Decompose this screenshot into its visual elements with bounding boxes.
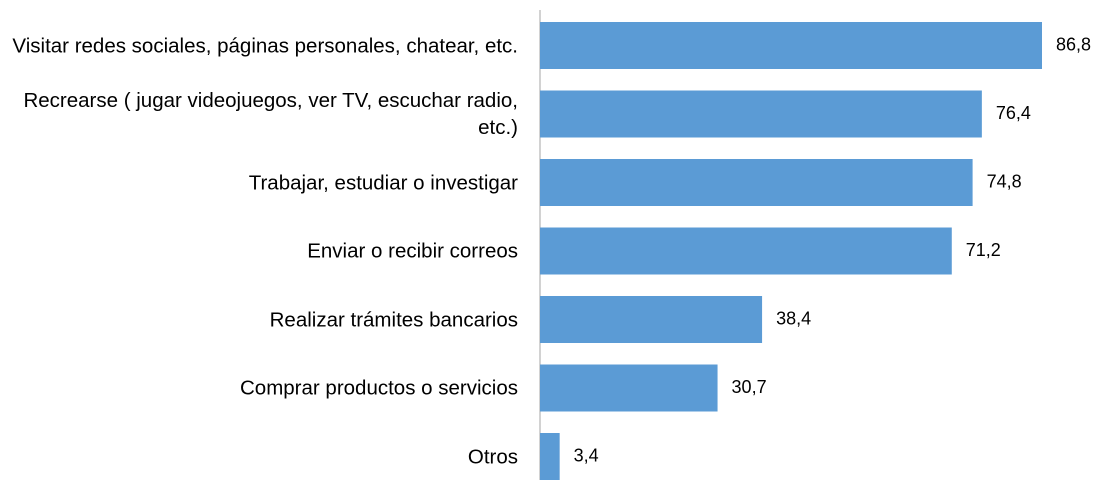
bar [540,159,973,206]
value-label: 38,4 [776,308,811,328]
value-label: 86,8 [1056,34,1091,54]
category-label: Realizar trámites bancarios [269,308,518,331]
category-label: Otros [467,445,518,468]
bar [540,227,952,275]
value-label: 74,8 [987,171,1022,191]
bar [540,364,718,412]
value-label: 71,2 [966,240,1001,260]
bar [540,90,982,138]
category-label: Visitar redes sociales, páginas personal… [12,34,518,57]
bar [540,433,560,480]
value-label: 30,7 [732,377,767,397]
bar [540,296,763,343]
category-label: Trabajar, estudiar o investigar [248,171,518,194]
value-label: 3,4 [574,445,599,465]
category-label: Enviar o recibir correos [307,239,518,263]
category-label: Comprar productos o servicios [240,376,518,400]
category-label: Recrearse ( jugar videojuegos, ver TV, e… [23,89,518,139]
value-label: 76,4 [996,103,1031,123]
bar [540,22,1042,69]
